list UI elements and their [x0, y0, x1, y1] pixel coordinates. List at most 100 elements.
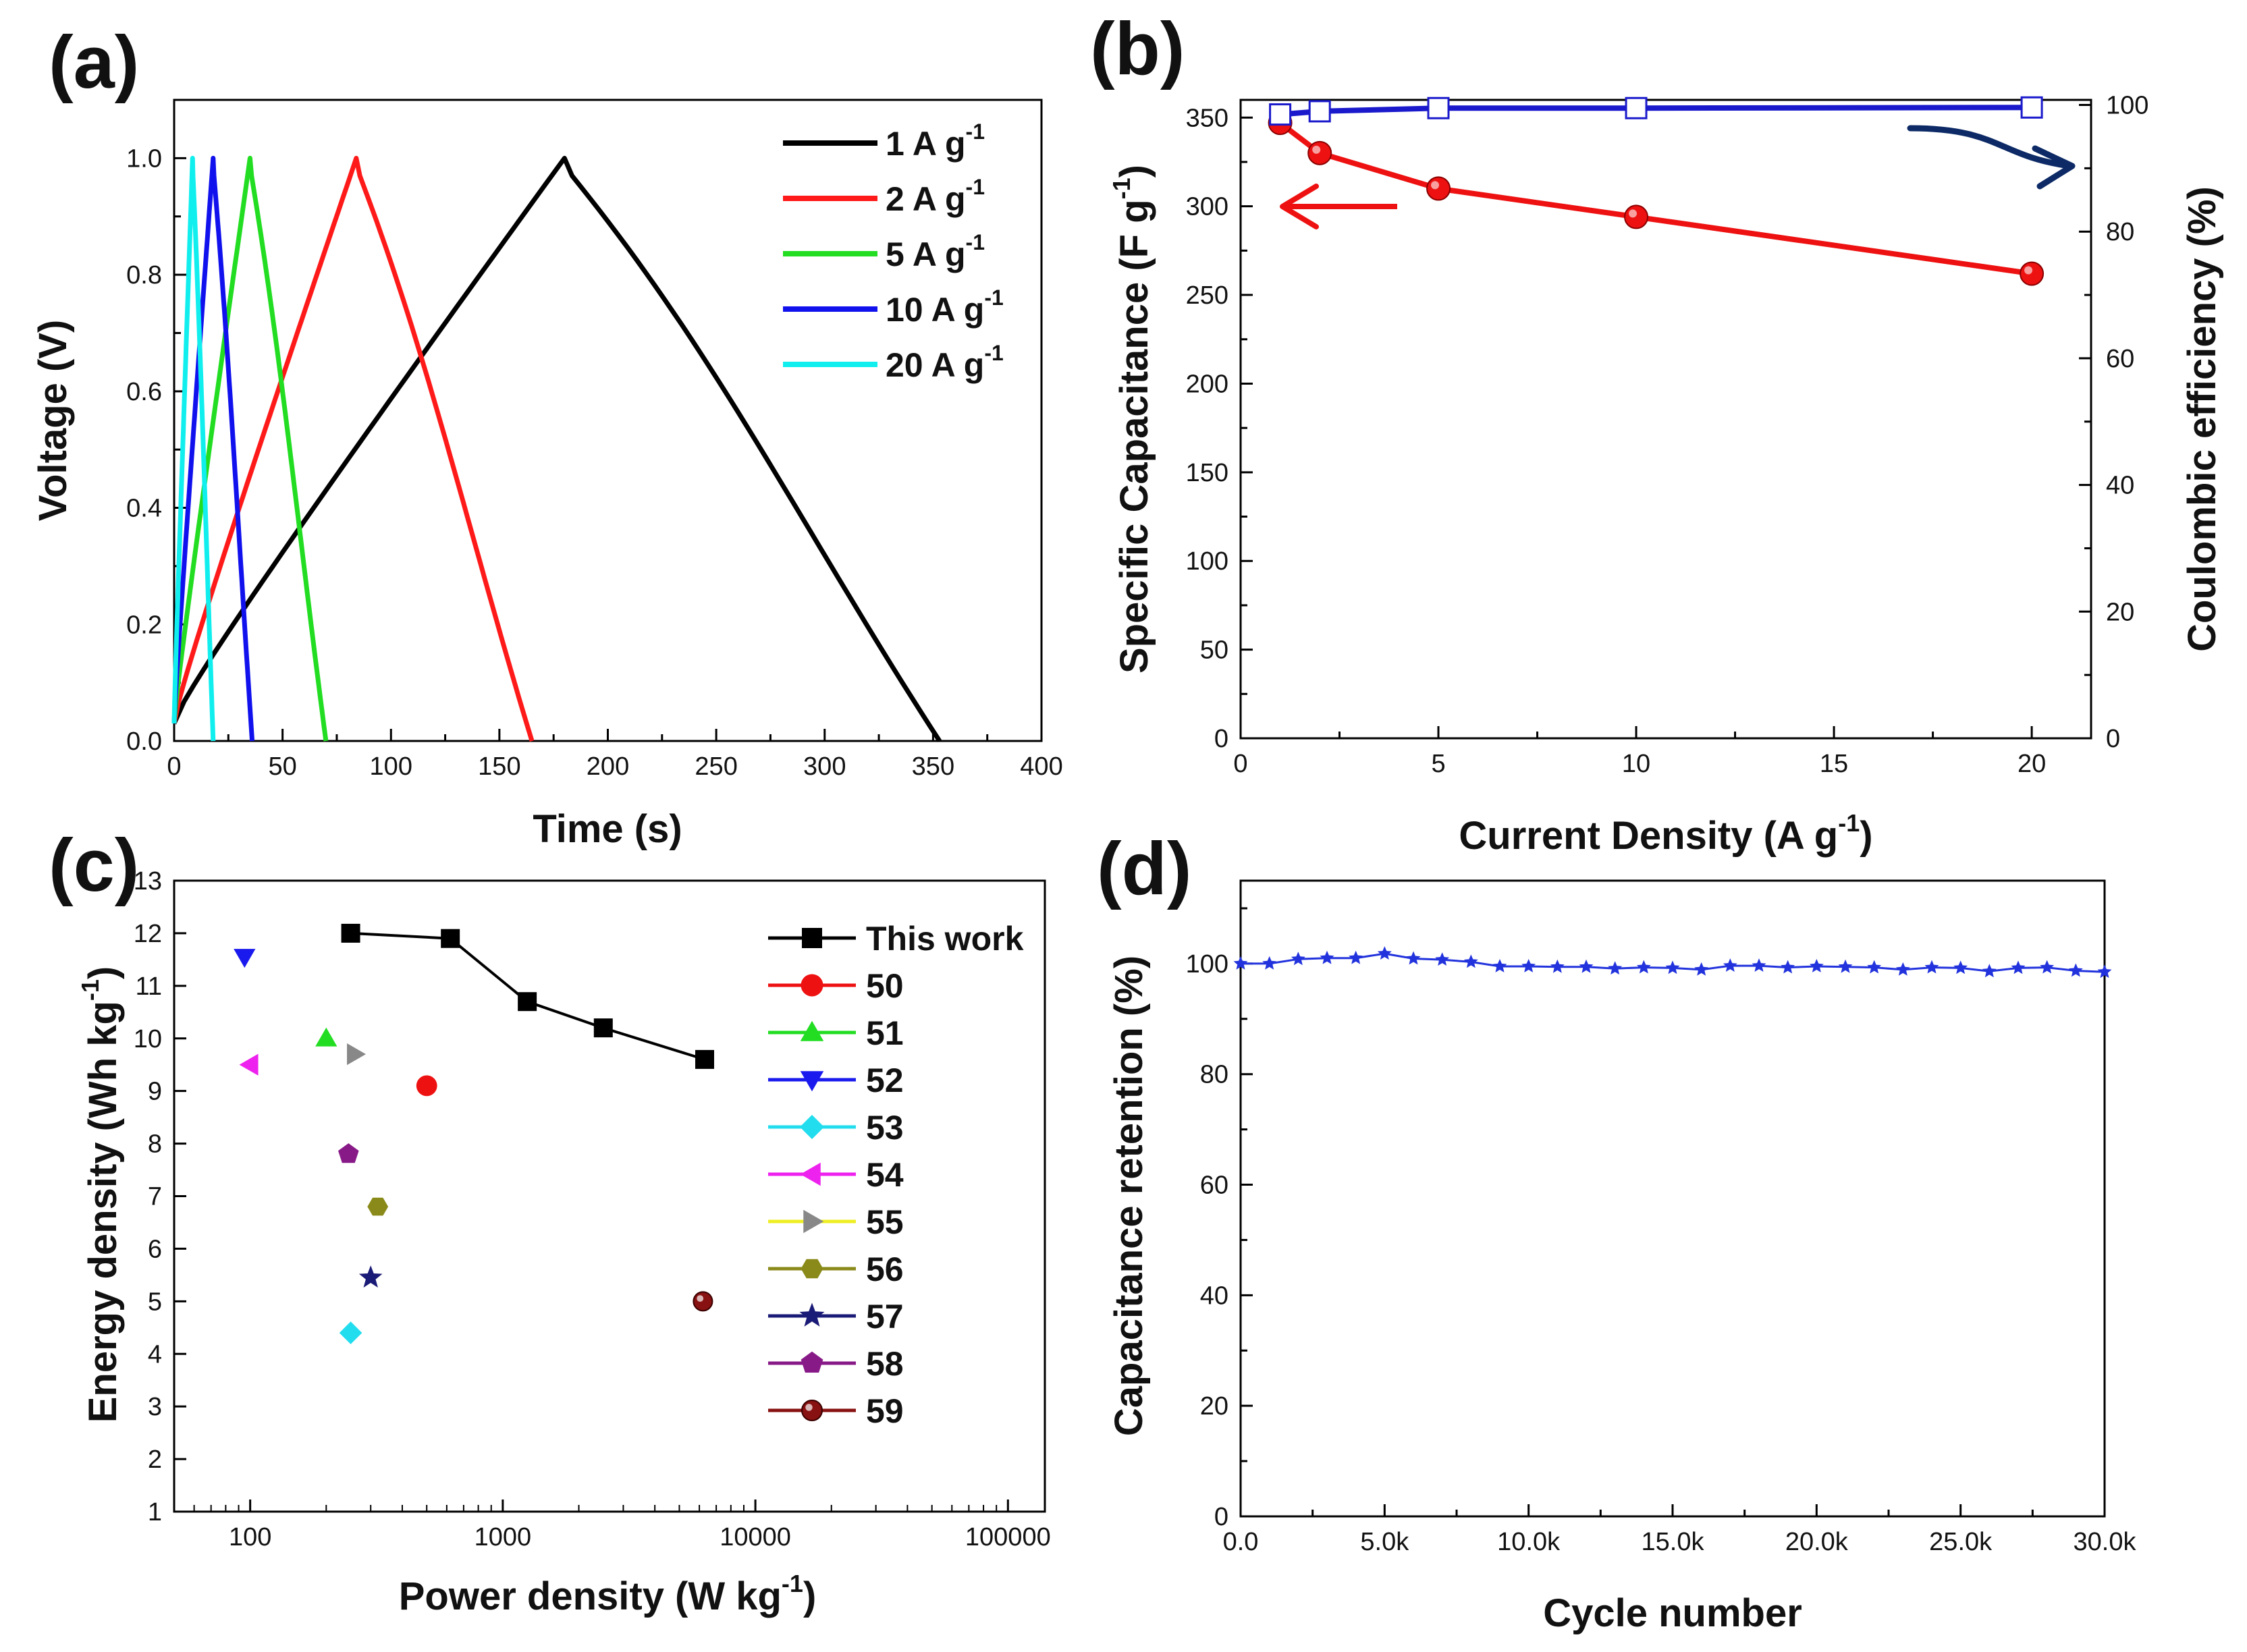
panel-c-frame: [173, 879, 1046, 1513]
panel-a-legend: 1 A g-12 A g-15 A g-110 A g-120 A g-1: [783, 119, 1004, 384]
panel-d-xlabel: Cycle number: [1543, 1591, 1802, 1635]
panel-b-capacitance-point: [1426, 176, 1451, 201]
panel-c-xtick-label: 10000: [720, 1523, 791, 1551]
panel-d-retention-point: [1521, 959, 1536, 972]
panel-d-retention-point: [1492, 959, 1507, 972]
panel-d-retention-point: [1377, 946, 1392, 960]
panel-a-ytick-label: 0.8: [126, 261, 162, 290]
panel-c-ylabel-end: ): [81, 966, 125, 979]
panel-d-ytick-label: 80: [1200, 1061, 1228, 1089]
panel-a-xtick-label: 350: [912, 752, 954, 781]
panel-d-retention-point: [1291, 952, 1305, 966]
panel-d-retention-point: [1723, 958, 1737, 972]
panel-d-xtick-label: 0.0: [1223, 1528, 1259, 1556]
panel-c-legend-marker: [799, 1302, 825, 1327]
panel-b-ytick-label: 0: [1214, 725, 1228, 753]
panel-c-ytick-label: 4: [148, 1340, 162, 1369]
panel-d-ytick-label: 40: [1200, 1282, 1228, 1310]
panel-b-xtick-label: 20: [2018, 750, 2046, 778]
panel-d-frame: [1239, 879, 2106, 1518]
panel-a-legend-label-main: 10 A g: [886, 291, 984, 329]
panel-a-legend-label: 20 A g-1: [886, 341, 1004, 384]
panel-d-retention-point: [1233, 956, 1248, 970]
panel-c-legend-label: 57: [866, 1298, 904, 1336]
panel-c-point-0: [695, 1049, 715, 1069]
panel-c-legend-label: 53: [866, 1109, 904, 1147]
panel-d-ytick-label: 100: [1186, 950, 1228, 979]
panel-b-xtick-label: 0: [1233, 750, 1247, 778]
panel-c-point-8: [358, 1265, 383, 1288]
panel-a-legend-label: 2 A g-1: [886, 175, 985, 218]
panel-b-capacitance-point: [1307, 140, 1332, 165]
panel-d-retention-point: [1262, 956, 1277, 970]
panel-a-curve-0: [171, 155, 942, 742]
panel-c-point-1: [416, 1075, 437, 1097]
panel-c-legend-label: 58: [866, 1345, 904, 1383]
panel-c-ytick-label: 9: [148, 1078, 162, 1106]
panel-b-y2tick-label: 20: [2106, 598, 2134, 626]
panel-d-xtick-label: 5.0k: [1360, 1528, 1409, 1556]
panel-c-point-5: [239, 1053, 259, 1076]
panel-b-ytick-label: 150: [1186, 459, 1228, 487]
panel-b-ytick-label: 50: [1200, 636, 1228, 665]
panel-b-xtick-label: 5: [1431, 750, 1445, 778]
panel-c-label: (c): [49, 824, 139, 907]
panel-c-legend-marker: [801, 1400, 823, 1421]
panel-c-legend-marker: [800, 1071, 824, 1092]
panel-c-legend-marker: [801, 1351, 823, 1373]
panel-a-ylabel: Voltage (V): [31, 320, 75, 522]
panel-c-xtick-label: 100000: [965, 1523, 1051, 1551]
panel-a-voltage-chart: 0 50 100 150 200 250 300 350 400 0.0 0.2 0.4 0.6 0.8 1…: [31, 99, 1063, 851]
panel-b-ylabel-main: Specific Capacitance (F g: [1112, 199, 1156, 673]
panel-b-efficiency-point: [1308, 100, 1331, 123]
panel-d-retention-point: [1953, 960, 1968, 974]
panel-b-efficiency-point: [1625, 97, 1648, 119]
panel-c-legend-label: 56: [866, 1250, 904, 1288]
panel-b-efficiency-point: [1427, 97, 1450, 119]
panel-a-xtick-label: 150: [478, 752, 520, 781]
panel-d-ylabel: Capacitance retention (%): [1107, 956, 1151, 1436]
panel-d-retention-point: [1406, 951, 1421, 965]
panel-a-xlabel: Time (s): [533, 807, 682, 851]
panel-b-ylabel: Specific Capacitance (F g-1): [1108, 165, 1156, 673]
panel-b-xlabel-main: Current Density (A g: [1459, 814, 1838, 858]
panel-b-capacitance-point: [1624, 204, 1649, 229]
panel-d-ytick-label: 20: [1200, 1392, 1228, 1421]
panel-d-retention-point: [1895, 962, 1910, 976]
panel-c-legend-label: 59: [866, 1392, 904, 1430]
panel-a-curve-4: [171, 155, 216, 742]
panel-c-legend-marker: [800, 1020, 824, 1041]
panel-d-retention-point: [1608, 961, 1623, 975]
panel-a-curve-2: [171, 155, 329, 742]
panel-b-xtick-label: 10: [1622, 750, 1650, 778]
panel-b-xlabel-end: ): [1860, 814, 1872, 858]
panel-a-label: (a): [49, 21, 139, 104]
panel-a-ytick-label: 0.0: [126, 727, 162, 756]
panel-a-legend-label: 5 A g-1: [886, 230, 985, 273]
panel-d-ytick-label: 0: [1214, 1503, 1228, 1531]
panel-b-ytick-label: 250: [1186, 281, 1228, 310]
panel-c-legend-marker: [800, 1115, 824, 1139]
panel-a-ytick-label: 0.6: [126, 378, 162, 406]
panel-c-ytick-label: 11: [136, 972, 162, 1001]
panel-d-retention-point: [2011, 960, 2026, 974]
panel-c-point-0: [441, 929, 460, 948]
panel-b-series-line-0: [1278, 121, 2032, 277]
panel-c-ylabel: Energy density (Wh kg-1): [76, 966, 125, 1423]
panel-d-retention-point: [1982, 964, 1997, 978]
panel-d-xtick-label: 25.0k: [1929, 1528, 1993, 1556]
panel-b-capacitance-point-highlight: [2024, 266, 2033, 275]
panel-c-legend-label: 51: [866, 1014, 904, 1052]
panel-b-ylabel-end: ): [1112, 165, 1156, 177]
panel-c-xlabel: Power density (W kg-1): [399, 1570, 817, 1618]
panel-a-xtick-label: 200: [587, 752, 629, 781]
panel-a-ytick-label: 0.4: [126, 495, 162, 523]
panel-c-legend-label: 50: [866, 967, 904, 1005]
panel-b-efficiency-point: [1269, 103, 1292, 126]
panel-b-capacitance-chart: 0 5 10 15 2005010015020025030035002040608010…: [1108, 92, 2224, 858]
panel-d-label: (d): [1097, 827, 1191, 910]
panel-c-ytick-label: 3: [148, 1393, 162, 1421]
panel-c-legend-marker: [802, 928, 822, 948]
panel-b-xtick-label: 15: [1820, 750, 1848, 778]
panel-a-legend-label: 1 A g-1: [886, 119, 985, 163]
